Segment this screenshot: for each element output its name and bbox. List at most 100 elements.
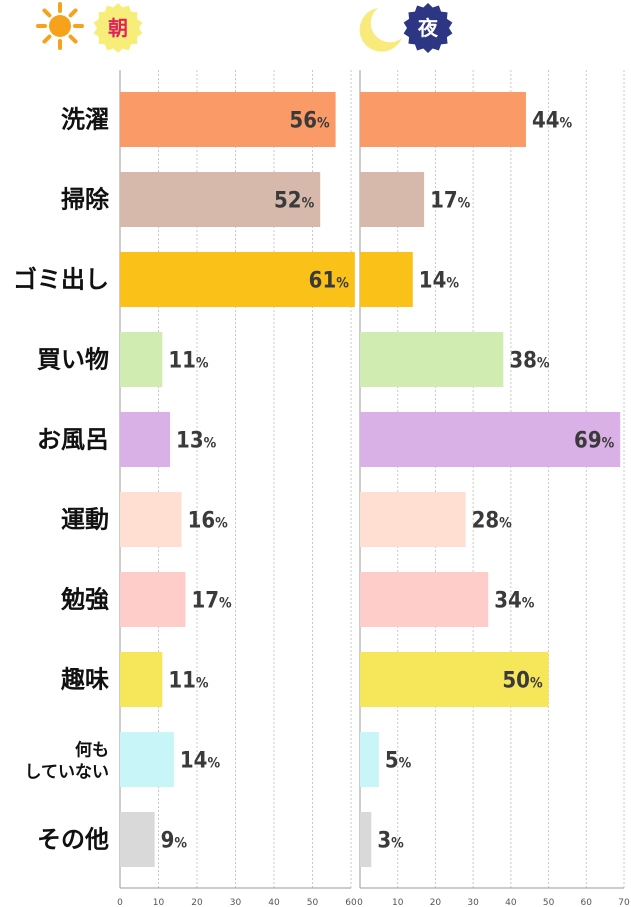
sun-icon bbox=[36, 2, 84, 50]
bar bbox=[120, 172, 321, 227]
data-label-value: 38 bbox=[509, 349, 537, 374]
data-label-value: 11 bbox=[168, 669, 196, 694]
data-label: 16% bbox=[188, 509, 229, 534]
category-label-line: 掃除 bbox=[61, 186, 110, 214]
data-label-suffix: % bbox=[446, 276, 459, 292]
data-label-value: 44 bbox=[532, 109, 560, 134]
category-label-line: その他 bbox=[37, 826, 109, 854]
data-label-suffix: % bbox=[215, 516, 228, 532]
data-label-value: 16 bbox=[188, 509, 216, 534]
data-label: 28% bbox=[472, 509, 513, 534]
data-label-suffix: % bbox=[302, 196, 315, 212]
bar bbox=[360, 572, 489, 627]
data-label-value: 11 bbox=[168, 349, 196, 374]
moon-shape bbox=[359, 8, 402, 52]
x-tick-label: 10 bbox=[153, 898, 165, 907]
badge-shape bbox=[403, 3, 453, 53]
bar bbox=[360, 92, 526, 147]
data-label: 9% bbox=[161, 829, 188, 854]
category-label-line: 洗濯 bbox=[61, 106, 109, 134]
category-label: その他 bbox=[37, 826, 109, 854]
data-label: 11% bbox=[168, 669, 209, 694]
data-label-suffix: % bbox=[196, 676, 209, 692]
data-label-suffix: % bbox=[399, 756, 412, 772]
data-label-suffix: % bbox=[196, 356, 209, 372]
night-x-axis: 0 10 20 30 40 50 60 70 bbox=[357, 887, 630, 907]
data-label-suffix: % bbox=[207, 756, 220, 772]
bar bbox=[360, 332, 504, 387]
category-label-line: お風呂 bbox=[37, 426, 109, 454]
data-label: 61% bbox=[309, 269, 350, 294]
category-label-line: 買い物 bbox=[37, 346, 109, 374]
category-label: 掃除 bbox=[61, 186, 110, 214]
night-bars: 44%17%14%38%69%28%34%50%5%3% bbox=[360, 92, 621, 867]
bar bbox=[120, 92, 336, 147]
category-label-line: していない bbox=[25, 763, 110, 783]
data-label-suffix: % bbox=[458, 196, 471, 212]
data-label-suffix: % bbox=[219, 596, 232, 612]
data-label-value: 5 bbox=[385, 749, 399, 774]
data-label-value: 17 bbox=[191, 589, 219, 614]
crescent-moon-icon bbox=[359, 8, 402, 52]
data-label-value: 56 bbox=[289, 109, 317, 134]
data-label-suffix: % bbox=[530, 676, 543, 692]
data-label-suffix: % bbox=[391, 836, 404, 852]
data-label: 17% bbox=[430, 189, 471, 214]
x-tick-label: 50 bbox=[307, 898, 319, 907]
data-label: 34% bbox=[494, 589, 535, 614]
sun-ray bbox=[42, 8, 52, 18]
data-label-suffix: % bbox=[522, 596, 535, 612]
category-label: 何もしていない bbox=[25, 740, 110, 783]
data-label-value: 14 bbox=[180, 749, 208, 774]
data-label: 52% bbox=[274, 189, 315, 214]
data-label-value: 34 bbox=[494, 589, 522, 614]
bar bbox=[360, 172, 425, 227]
x-tick-label: 0 bbox=[357, 898, 363, 907]
night-header: 夜 bbox=[359, 3, 453, 53]
data-label: 14% bbox=[180, 749, 221, 774]
bar bbox=[360, 652, 549, 707]
data-label: 17% bbox=[191, 589, 232, 614]
data-label-suffix: % bbox=[602, 436, 615, 452]
data-label-value: 52 bbox=[274, 189, 302, 214]
data-label-value: 69 bbox=[574, 429, 602, 454]
data-label-value: 50 bbox=[502, 669, 530, 694]
morning-bars: 56%52%61%11%13%16%17%11%14%9% bbox=[120, 92, 355, 867]
x-tick-label: 20 bbox=[191, 898, 203, 907]
night-badge bbox=[403, 3, 453, 53]
data-label-value: 3 bbox=[377, 829, 391, 854]
x-tick-label: 40 bbox=[505, 898, 517, 907]
x-tick-label: 70 bbox=[618, 898, 630, 907]
night-badge-label: 夜 bbox=[417, 16, 439, 40]
data-label-suffix: % bbox=[317, 116, 330, 132]
category-label-line: 何も bbox=[75, 740, 109, 761]
sun-disc bbox=[49, 15, 71, 37]
x-tick-label: 60 bbox=[345, 898, 357, 907]
bar bbox=[120, 332, 163, 387]
x-tick-label: 20 bbox=[430, 898, 442, 907]
bar bbox=[360, 812, 372, 867]
data-label: 5% bbox=[385, 749, 412, 774]
sun-ray bbox=[42, 34, 52, 44]
morning-header: 朝 bbox=[36, 2, 143, 53]
data-label-suffix: % bbox=[559, 116, 572, 132]
bar bbox=[120, 572, 186, 627]
bar bbox=[120, 492, 182, 547]
category-label-line: 運動 bbox=[61, 506, 109, 534]
data-label: 56% bbox=[289, 109, 330, 134]
data-label: 13% bbox=[176, 429, 217, 454]
data-label-suffix: % bbox=[499, 516, 512, 532]
bar bbox=[120, 652, 163, 707]
morning-badge bbox=[93, 3, 143, 53]
category-label-line: ゴミ出し bbox=[13, 266, 109, 294]
data-label-value: 61 bbox=[309, 269, 337, 294]
bar bbox=[360, 252, 413, 307]
data-label: 50% bbox=[502, 669, 543, 694]
x-tick-label: 10 bbox=[392, 898, 404, 907]
category-label-line: 趣味 bbox=[60, 666, 109, 694]
bar bbox=[120, 812, 155, 867]
data-label-suffix: % bbox=[204, 436, 217, 452]
category-label: 勉強 bbox=[60, 586, 109, 614]
